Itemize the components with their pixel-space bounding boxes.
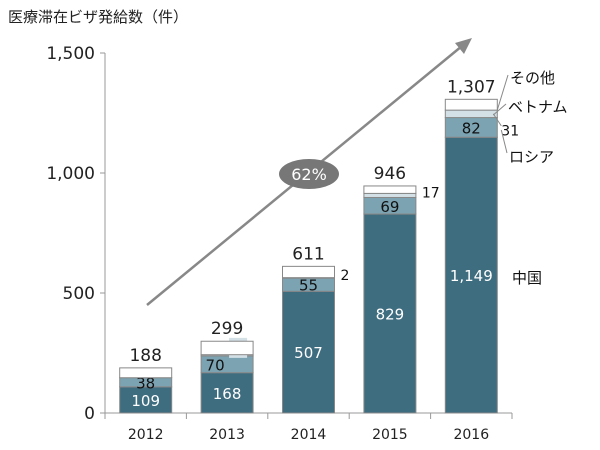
growth-arrow-head bbox=[455, 38, 472, 54]
legend-label: 中国 bbox=[512, 269, 542, 287]
chart-title: 医療滞在ビザ発給数（件） bbox=[8, 8, 189, 26]
data-label: 109 bbox=[131, 392, 160, 410]
data-label: 82 bbox=[462, 119, 481, 137]
data-label: 55 bbox=[299, 277, 318, 295]
legend-label: ベトナム bbox=[508, 98, 568, 116]
leader-line bbox=[496, 74, 509, 111]
legend-label: その他 bbox=[510, 69, 555, 87]
legend-label: ロシア bbox=[509, 148, 554, 166]
bar-segment bbox=[444, 136, 498, 414]
data-label: 829 bbox=[376, 306, 405, 324]
bar-segment bbox=[363, 192, 417, 198]
bar-segment bbox=[444, 98, 498, 111]
total-label: 1,307 bbox=[447, 77, 496, 97]
bar-segment bbox=[119, 367, 173, 379]
bar-segment bbox=[363, 185, 417, 194]
y-tick-label: 1,500 bbox=[46, 44, 95, 64]
y-tick-label: 1,000 bbox=[46, 164, 95, 184]
growth-badge bbox=[279, 159, 339, 189]
bar-segment bbox=[200, 372, 254, 414]
bar-segment bbox=[363, 213, 417, 414]
data-label: 70 bbox=[206, 356, 225, 374]
bar-segment bbox=[444, 109, 498, 119]
leader-line bbox=[492, 113, 502, 127]
total-label: 188 bbox=[129, 346, 161, 366]
data-label: 2 bbox=[341, 268, 350, 284]
x-tick-label: 2012 bbox=[128, 427, 164, 443]
data-label: 31 bbox=[501, 124, 519, 140]
y-tick-label: 0 bbox=[84, 404, 95, 424]
x-tick-label: 2015 bbox=[372, 427, 408, 443]
bar-segment bbox=[282, 265, 335, 279]
x-tick-label: 2016 bbox=[453, 427, 489, 443]
data-label: 168 bbox=[213, 385, 242, 403]
data-label: 507 bbox=[294, 344, 323, 362]
total-label: 946 bbox=[374, 164, 406, 184]
x-tick-label: 2014 bbox=[291, 427, 327, 443]
data-label: 17 bbox=[422, 185, 440, 201]
leader-line bbox=[492, 103, 507, 116]
growth-badge-label: 62% bbox=[291, 165, 327, 184]
x-tick-label: 2013 bbox=[209, 427, 245, 443]
data-label: 69 bbox=[380, 198, 399, 216]
leader-line bbox=[500, 129, 508, 154]
data-label: 1,149 bbox=[450, 267, 493, 285]
total-label: 299 bbox=[211, 319, 243, 339]
y-tick-label: 500 bbox=[63, 284, 95, 304]
bar-segment bbox=[200, 340, 254, 356]
total-label: 611 bbox=[292, 244, 324, 264]
data-label: 38 bbox=[136, 374, 155, 392]
